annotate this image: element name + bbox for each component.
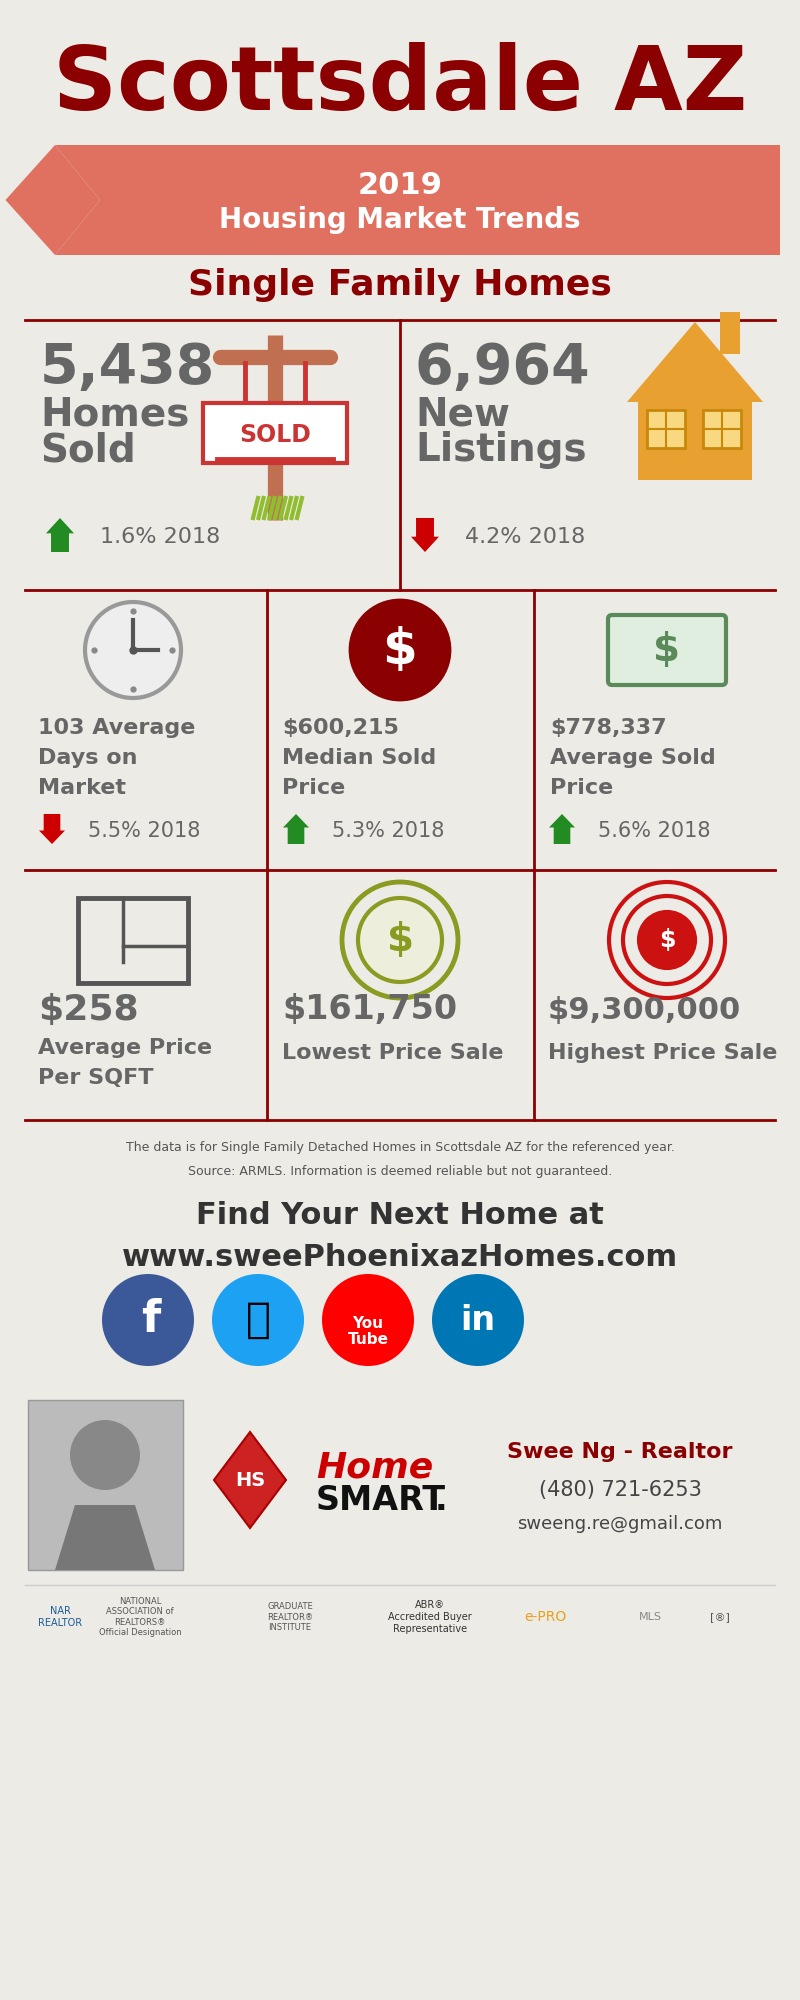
Text: The data is for Single Family Detached Homes in Scottsdale AZ for the referenced: The data is for Single Family Detached H… [126, 1142, 674, 1154]
Text: HS: HS [235, 1470, 265, 1490]
Text: $258: $258 [38, 992, 138, 1028]
Text: Homes: Homes [40, 396, 190, 434]
Text: Find Your Next Home at: Find Your Next Home at [196, 1200, 604, 1230]
Text: $: $ [654, 632, 681, 668]
Circle shape [432, 1274, 524, 1366]
Text: (480) 721-6253: (480) 721-6253 [538, 1480, 702, 1500]
Polygon shape [627, 322, 763, 402]
Bar [703, 410, 741, 448]
Text: Price: Price [282, 778, 346, 798]
Text: Housing Market Trends: Housing Market Trends [219, 206, 581, 234]
Text: Swee Ng - Realtor: Swee Ng - Realtor [507, 1442, 733, 1462]
Text: Highest Price Sale: Highest Price Sale [548, 1044, 778, 1064]
Text: Source: ARMLS. Information is deemed reliable but not guaranteed.: Source: ARMLS. Information is deemed rel… [188, 1166, 612, 1178]
Text: Days on: Days on [38, 748, 138, 768]
Circle shape [358, 898, 442, 982]
Circle shape [70, 1420, 140, 1490]
Bar [638, 400, 752, 480]
Text: Single Family Homes: Single Family Homes [188, 268, 612, 302]
Text: Lowest Price Sale: Lowest Price Sale [282, 1044, 503, 1064]
Polygon shape [46, 518, 74, 552]
Polygon shape [39, 814, 65, 844]
Text: 🐦: 🐦 [246, 1300, 270, 1340]
Text: You: You [353, 1316, 383, 1332]
Circle shape [322, 1274, 414, 1366]
Text: Tube: Tube [347, 1332, 389, 1348]
Polygon shape [214, 1432, 286, 1528]
Text: $600,215: $600,215 [282, 718, 399, 738]
Text: $161,750: $161,750 [282, 994, 457, 1026]
Circle shape [350, 600, 450, 700]
Text: Price: Price [550, 778, 614, 798]
Polygon shape [411, 518, 439, 552]
FancyBboxPatch shape [608, 616, 726, 684]
Polygon shape [55, 1504, 155, 1570]
Text: $9,300,000: $9,300,000 [548, 996, 742, 1024]
Text: 6,964: 6,964 [415, 340, 590, 396]
Text: 103 Average: 103 Average [38, 718, 195, 738]
Text: 1.6% 2018: 1.6% 2018 [100, 526, 220, 546]
Text: Home: Home [316, 1452, 434, 1484]
Text: in: in [461, 1304, 495, 1336]
Circle shape [85, 602, 181, 698]
Text: 5.6% 2018: 5.6% 2018 [598, 820, 710, 840]
Text: Sold: Sold [40, 432, 136, 468]
Text: Listings: Listings [415, 432, 586, 468]
Text: 5,438: 5,438 [40, 340, 215, 396]
Text: Per SQFT: Per SQFT [38, 1068, 154, 1088]
Text: $778,337: $778,337 [550, 718, 666, 738]
Text: $: $ [386, 920, 414, 960]
Text: e-PRO: e-PRO [524, 1610, 566, 1624]
Text: 5.5% 2018: 5.5% 2018 [88, 820, 200, 840]
Polygon shape [6, 146, 100, 254]
FancyBboxPatch shape [203, 404, 347, 464]
Bar [647, 410, 685, 448]
Text: Average Price: Average Price [38, 1038, 212, 1058]
Text: SOLD: SOLD [239, 424, 311, 448]
Text: 2019: 2019 [358, 170, 442, 200]
Bar [720, 312, 740, 354]
Text: New: New [415, 396, 510, 434]
Text: Market: Market [38, 778, 126, 798]
Text: SMART: SMART [316, 1484, 446, 1516]
Text: ABR®
Accredited Buyer
Representative: ABR® Accredited Buyer Representative [388, 1600, 472, 1634]
Text: .: . [435, 1484, 448, 1516]
Text: Scottsdale AZ: Scottsdale AZ [53, 42, 747, 128]
Circle shape [639, 912, 695, 968]
Text: NAR
REALTOR: NAR REALTOR [38, 1606, 82, 1628]
Text: GRADUATE
REALTOR®
INSTITUTE: GRADUATE REALTOR® INSTITUTE [267, 1602, 313, 1632]
Text: 4.2% 2018: 4.2% 2018 [465, 526, 586, 546]
Text: MLS: MLS [638, 1612, 662, 1622]
FancyBboxPatch shape [28, 1400, 183, 1570]
Polygon shape [283, 814, 309, 844]
Polygon shape [549, 814, 575, 844]
Text: f: f [142, 1298, 161, 1342]
Text: NATIONAL
ASSOCIATION of
REALTORS®
Official Designation: NATIONAL ASSOCIATION of REALTORS® Offici… [98, 1596, 182, 1638]
Circle shape [102, 1274, 194, 1366]
Text: $: $ [658, 928, 675, 952]
Text: sweeng.re@gmail.com: sweeng.re@gmail.com [518, 1516, 722, 1532]
Polygon shape [55, 146, 780, 254]
Text: $: $ [382, 626, 418, 674]
Text: www.sweePhoenixazHomes.com: www.sweePhoenixazHomes.com [122, 1244, 678, 1272]
Text: [®]: [®] [710, 1612, 730, 1622]
Text: Median Sold: Median Sold [282, 748, 436, 768]
Circle shape [212, 1274, 304, 1366]
Text: Average Sold: Average Sold [550, 748, 716, 768]
Text: 5.3% 2018: 5.3% 2018 [332, 820, 444, 840]
